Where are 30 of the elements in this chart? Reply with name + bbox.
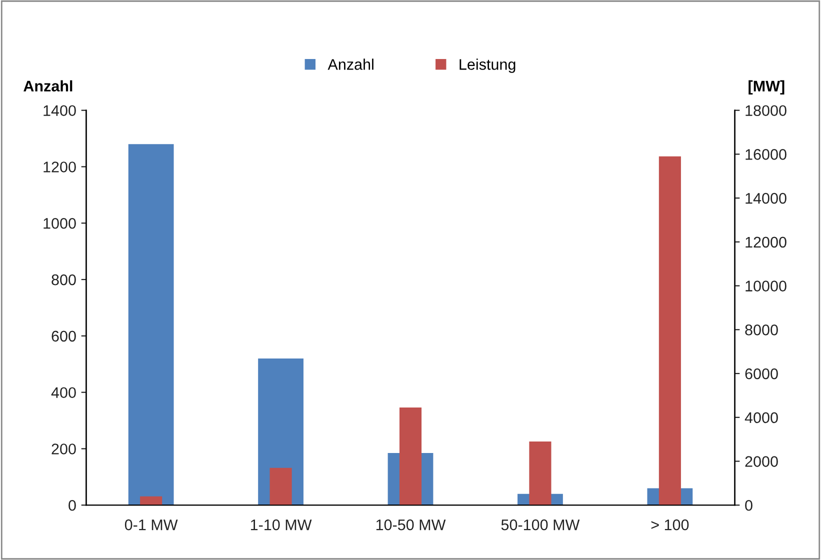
y-tick-label: 0 bbox=[68, 500, 76, 511]
legend-label: Leistung bbox=[460, 58, 516, 73]
y2-tick-label: 4000 bbox=[744, 412, 778, 424]
y-axis-title: Anzahl bbox=[24, 80, 72, 92]
y-tick-label: 200 bbox=[52, 444, 76, 454]
y-tick-label: 800 bbox=[52, 274, 76, 286]
y-tick-label: 1200 bbox=[44, 162, 76, 172]
y-tick-label: 1000 bbox=[44, 218, 76, 229]
y2-tick-label: 14000 bbox=[746, 192, 786, 204]
y2-tick-label: 12000 bbox=[746, 236, 786, 248]
y-tick-label: 600 bbox=[52, 330, 76, 342]
y2-tick-label: 2000 bbox=[745, 456, 778, 467]
y2-tick-label: 18000 bbox=[746, 105, 786, 116]
x-tick-label: 1-10 MW bbox=[250, 519, 312, 530]
x-tick-label: 10-50 MW bbox=[376, 519, 446, 530]
y2-tick-label: 10000 bbox=[746, 280, 786, 292]
y2-tick-label: 0 bbox=[745, 500, 752, 511]
bar bbox=[128, 144, 174, 506]
y2-axis-title: [MW] bbox=[748, 80, 784, 95]
x-tick-label: 50-100 MW bbox=[501, 519, 580, 530]
y-tick-label: 400 bbox=[51, 387, 76, 398]
x-tick-label: 0-1 MW bbox=[124, 519, 178, 530]
legend-label: Anzahl bbox=[328, 58, 374, 70]
y-tick-label: 1400 bbox=[44, 105, 76, 116]
x-tick-label: > 100 bbox=[651, 519, 689, 530]
bar bbox=[140, 496, 162, 506]
bar bbox=[270, 468, 292, 506]
y2-tick-label: 6000 bbox=[745, 368, 778, 380]
y2-tick-label: 16000 bbox=[746, 149, 786, 160]
y2-tick-label: 8000 bbox=[745, 324, 778, 336]
